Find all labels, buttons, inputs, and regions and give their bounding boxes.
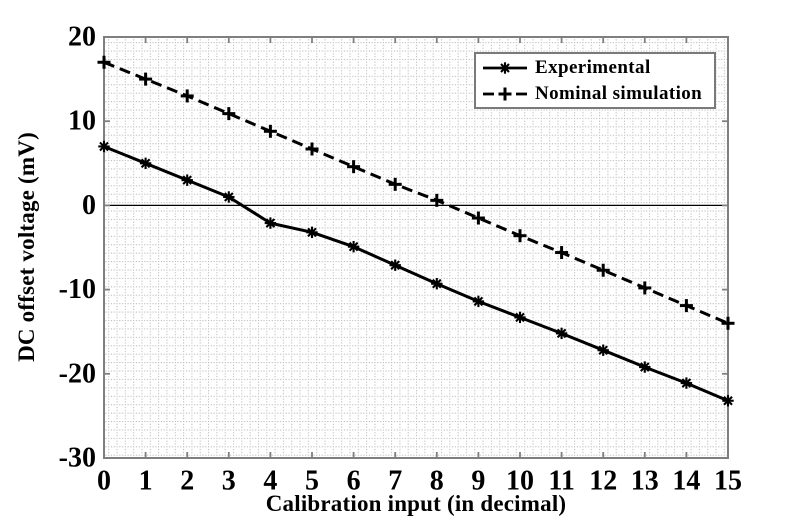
svg-text:7: 7 xyxy=(388,466,402,497)
svg-text:8: 8 xyxy=(430,466,444,497)
svg-text:5: 5 xyxy=(305,466,319,497)
svg-text:0: 0 xyxy=(97,466,111,497)
experimental-line xyxy=(103,145,729,403)
svg-text:10: 10 xyxy=(68,106,96,137)
svg-text:13: 13 xyxy=(631,466,659,497)
svg-text:9: 9 xyxy=(471,466,485,497)
x-axis-title: Calibration input (in decimal) xyxy=(265,491,567,516)
svg-text:-10: -10 xyxy=(59,274,96,305)
svg-text:11: 11 xyxy=(548,466,574,497)
svg-text:12: 12 xyxy=(589,466,617,497)
svg-text:-30: -30 xyxy=(59,443,96,474)
svg-text:0: 0 xyxy=(82,190,96,221)
legend-label-nominal-simulation: Nominal simulation xyxy=(535,83,703,104)
legend-item-nominal-simulation: Nominal simulation xyxy=(482,81,714,107)
svg-text:20: 20 xyxy=(68,22,96,53)
legend-label-experimental: Experimental xyxy=(535,57,651,78)
dashed-line-plus-icon xyxy=(483,87,527,100)
legend-item-experimental: Experimental xyxy=(482,55,714,81)
svg-text:1: 1 xyxy=(139,466,153,497)
svg-text:4: 4 xyxy=(263,466,277,497)
nominal-simulation-markers xyxy=(97,55,735,330)
svg-text:3: 3 xyxy=(222,466,236,497)
svg-text:10: 10 xyxy=(506,466,534,497)
svg-text:-20: -20 xyxy=(59,358,96,389)
svg-text:6: 6 xyxy=(347,466,361,497)
solid-line-asterisk-icon xyxy=(483,61,527,74)
legend: Experimental Nominal simulation xyxy=(474,52,716,109)
experimental-markers xyxy=(98,140,734,407)
axis-ticks xyxy=(103,36,729,459)
nominal-simulation-line xyxy=(103,60,729,325)
y-tick-labels: 20 10 0 -10 -20 -30 xyxy=(59,22,96,474)
x-tick-labels: 0 1 2 3 4 5 6 7 8 9 10 11 12 13 14 15 xyxy=(97,466,742,497)
svg-text:14: 14 xyxy=(672,466,700,497)
plot-frame xyxy=(103,36,729,459)
svg-text:15: 15 xyxy=(714,466,742,497)
y-axis-title: DC offset voltage (mV) xyxy=(14,132,39,362)
svg-text:2: 2 xyxy=(180,466,194,497)
